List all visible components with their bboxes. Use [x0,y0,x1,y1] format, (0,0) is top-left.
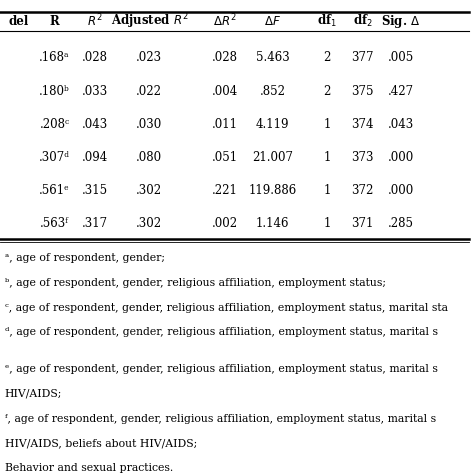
Text: 5.463: 5.463 [255,51,290,64]
Text: $R^2$: $R^2$ [87,13,102,30]
Text: 371: 371 [351,217,374,230]
Text: .004: .004 [212,84,238,98]
Text: .000: .000 [387,151,414,164]
Text: .000: .000 [387,184,414,197]
Text: $\Delta F$: $\Delta F$ [264,15,281,28]
Text: 119.886: 119.886 [248,184,297,197]
Text: .080: .080 [136,151,163,164]
Text: 375: 375 [351,84,374,98]
Text: 1: 1 [323,118,331,131]
Text: 2: 2 [323,51,331,64]
Text: ᵈ, age of respondent, gender, religious affiliation, employment status, marital : ᵈ, age of respondent, gender, religious … [5,327,438,337]
Text: .051: .051 [212,151,238,164]
Text: .221: .221 [212,184,238,197]
Text: ᵇ, age of respondent, gender, religious affiliation, employment status;: ᵇ, age of respondent, gender, religious … [5,278,386,288]
Text: .561ᵉ: .561ᵉ [39,184,70,197]
Text: HIV/AIDS, beliefs about HIV/AIDS;: HIV/AIDS, beliefs about HIV/AIDS; [5,438,197,448]
Text: del: del [9,15,29,28]
Text: 1: 1 [323,151,331,164]
Text: .307ᵈ: .307ᵈ [39,151,70,164]
Text: .168ᵃ: .168ᵃ [39,51,70,64]
Text: 373: 373 [351,151,374,164]
Text: 374: 374 [351,118,374,131]
Text: .002: .002 [212,217,238,230]
Text: .315: .315 [82,184,108,197]
Text: .427: .427 [387,84,414,98]
Text: df$_2$: df$_2$ [353,13,373,29]
Text: .094: .094 [82,151,108,164]
Text: .852: .852 [260,84,285,98]
Text: $\Delta R^2$: $\Delta R^2$ [213,13,237,30]
Text: .030: .030 [136,118,163,131]
Text: 1: 1 [323,184,331,197]
Text: 372: 372 [351,184,374,197]
Text: df$_1$: df$_1$ [317,13,337,29]
Text: 1.146: 1.146 [256,217,289,230]
Text: .563ᶠ: .563ᶠ [40,217,69,230]
Text: ᶜ, age of respondent, gender, religious affiliation, employment status, marital : ᶜ, age of respondent, gender, religious … [5,302,448,313]
Text: Sig. $\Delta$: Sig. $\Delta$ [381,13,420,30]
Text: .043: .043 [387,118,414,131]
Text: HIV/AIDS;: HIV/AIDS; [5,389,62,399]
Text: .302: .302 [136,217,163,230]
Text: Behavior and sexual practices.: Behavior and sexual practices. [5,463,173,473]
Text: .023: .023 [136,51,163,64]
Text: .011: .011 [212,118,238,131]
Text: .022: .022 [137,84,162,98]
Text: 21.007: 21.007 [252,151,293,164]
Text: .028: .028 [82,51,108,64]
Text: 2: 2 [323,84,331,98]
Text: .285: .285 [388,217,413,230]
Text: .302: .302 [136,184,163,197]
Text: ᶠ, age of respondent, gender, religious affiliation, employment status, marital : ᶠ, age of respondent, gender, religious … [5,413,436,424]
Text: ᵃ, age of respondent, gender;: ᵃ, age of respondent, gender; [5,253,165,264]
Text: R: R [50,15,59,28]
Text: .180ᵇ: .180ᵇ [39,84,70,98]
Text: .033: .033 [82,84,108,98]
Text: Adjusted $R^2$: Adjusted $R^2$ [110,11,188,31]
Text: 1: 1 [323,217,331,230]
Text: 377: 377 [351,51,374,64]
Text: .005: .005 [387,51,414,64]
Text: .043: .043 [82,118,108,131]
Text: .028: .028 [212,51,238,64]
Text: .317: .317 [82,217,108,230]
Text: .208ᶜ: .208ᶜ [39,118,70,131]
Text: 4.119: 4.119 [256,118,289,131]
Text: ᵉ, age of respondent, gender, religious affiliation, employment status, marital : ᵉ, age of respondent, gender, religious … [5,364,438,374]
